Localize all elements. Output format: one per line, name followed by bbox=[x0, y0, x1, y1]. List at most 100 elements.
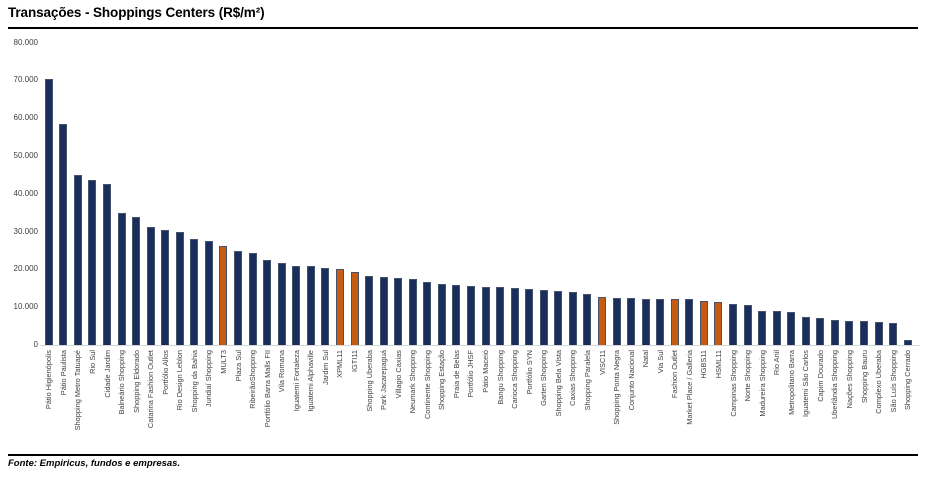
x-axis-label: Jardim Sul bbox=[320, 350, 330, 385]
bar bbox=[292, 265, 301, 345]
x-axis-label: Metropolitano Barra bbox=[786, 350, 796, 415]
bar bbox=[306, 266, 315, 345]
source-note: Fonte: Empiricus, fundos e empresas. bbox=[8, 458, 181, 469]
x-axis-label: Shopping Cerrado bbox=[903, 350, 913, 410]
bar-highlighted bbox=[350, 271, 359, 345]
x-axis-label: Park Jacarepaguá bbox=[379, 350, 389, 410]
x-axis-label: Shopping Uberaba bbox=[364, 350, 374, 412]
x-axis-label: Portfólio JHSF bbox=[466, 350, 476, 398]
bar bbox=[161, 230, 170, 345]
chart-title: Transações - Shoppings Centers (R$/m²) bbox=[8, 5, 265, 20]
bar bbox=[190, 239, 199, 345]
bar bbox=[481, 286, 490, 345]
y-axis-label: 10.000 bbox=[13, 302, 38, 312]
x-axis-label: Via Sul bbox=[655, 350, 665, 374]
bar bbox=[539, 289, 548, 345]
bar bbox=[408, 278, 417, 345]
x-axis-label: Rio Sul bbox=[87, 350, 97, 374]
x-axis-label: RibeirãoShopping bbox=[248, 350, 258, 409]
x-axis-label: Shopping da Bahia bbox=[189, 350, 199, 413]
bar bbox=[44, 78, 53, 345]
bar bbox=[758, 310, 767, 345]
x-axis-label: Norte Shopping bbox=[743, 350, 753, 402]
x-axis-label: HGBS11 bbox=[699, 350, 709, 379]
bar bbox=[59, 124, 68, 345]
x-axis-label: Caxias Shopping bbox=[568, 350, 578, 406]
x-axis-label: Shopping Ponta Negra bbox=[612, 350, 622, 425]
x-axis-label: Iguatemi Alphaville bbox=[306, 350, 316, 412]
x-axis-label: Shopping Eldorado bbox=[131, 350, 141, 413]
x-axis-label: Natal bbox=[641, 350, 651, 368]
x-axis-label: Vila Romana bbox=[277, 350, 287, 393]
bar bbox=[510, 287, 519, 345]
x-axis-label: Plaza Sul bbox=[233, 350, 243, 382]
bar bbox=[612, 297, 621, 345]
x-axis-label: Iguatemi São Carlos bbox=[801, 350, 811, 417]
bar bbox=[816, 318, 825, 345]
x-axis-label: Carioca Shopping bbox=[510, 350, 520, 409]
bar bbox=[729, 303, 738, 345]
y-axis-label: 70.000 bbox=[13, 75, 38, 85]
x-axis-label: Shopping Bauru bbox=[859, 350, 869, 404]
x-axis-label: Pátio Higienópolis bbox=[44, 350, 54, 410]
y-axis-label: 40.000 bbox=[13, 188, 38, 198]
bar bbox=[743, 305, 752, 345]
bar bbox=[277, 263, 286, 345]
bar bbox=[787, 312, 796, 345]
x-axis-label: Shopping Metro Tatuapé bbox=[73, 350, 83, 431]
bar-highlighted bbox=[670, 298, 679, 345]
bar bbox=[73, 174, 82, 345]
x-axis-label: Rio Design Leblon bbox=[175, 350, 185, 411]
bar bbox=[452, 284, 461, 345]
x-axis-label: Complexo Uberaba bbox=[874, 350, 884, 414]
x-axis-label: Portfólio Allos bbox=[160, 350, 170, 395]
x-axis-label: Shopping Estação bbox=[437, 350, 447, 410]
y-axis-label: 20.000 bbox=[13, 264, 38, 274]
x-axis-label: Shopping Bela Vista bbox=[553, 350, 563, 417]
x-axis-label: Continente Shopping bbox=[422, 350, 432, 420]
x-axis-label: Pátio Maceió bbox=[481, 350, 491, 393]
title-divider bbox=[8, 27, 918, 29]
y-axis-label: 80.000 bbox=[13, 37, 38, 47]
bar bbox=[889, 323, 898, 345]
bar bbox=[568, 292, 577, 345]
bar bbox=[860, 321, 869, 345]
bar bbox=[248, 252, 257, 345]
x-axis-label: Bangu Shopping bbox=[495, 350, 505, 405]
bar bbox=[554, 291, 563, 345]
footer-divider bbox=[8, 454, 918, 456]
bar bbox=[641, 298, 650, 345]
x-axis-label: IGTI11 bbox=[350, 350, 360, 373]
bar-highlighted bbox=[699, 301, 708, 345]
x-axis-label: Iguatemi Fortaleza bbox=[291, 350, 301, 412]
x-axis-label: Portfólio Barra Malls FII bbox=[262, 350, 272, 428]
bar-highlighted bbox=[219, 245, 228, 345]
bar bbox=[394, 278, 403, 345]
x-axis-label: XPML11 bbox=[335, 350, 345, 378]
x-axis-label: São Luís Shopping bbox=[888, 350, 898, 413]
bar bbox=[132, 217, 141, 345]
x-axis-label: Uberlândia Shopping bbox=[830, 350, 840, 420]
bar bbox=[496, 287, 505, 345]
bar bbox=[175, 232, 184, 345]
bar bbox=[379, 277, 388, 345]
bar-highlighted bbox=[598, 297, 606, 345]
bar bbox=[466, 286, 475, 345]
x-axis-label: Market Place / Galleria bbox=[684, 350, 694, 425]
bar bbox=[903, 340, 912, 345]
x-axis-label: Rio Anil bbox=[772, 350, 782, 376]
x-axis-label: VISC11 bbox=[597, 350, 607, 375]
bar bbox=[103, 184, 112, 345]
x-axis-label: Balneário Shopping bbox=[117, 350, 127, 415]
x-axis-label: Villagio Caxias bbox=[393, 350, 403, 399]
bar bbox=[88, 179, 97, 345]
bar bbox=[845, 320, 854, 345]
x-axis-label: Campinas Shopping bbox=[728, 350, 738, 417]
bar bbox=[146, 226, 155, 345]
x-axis-label: Capim Dourado bbox=[815, 350, 825, 402]
bar bbox=[685, 299, 694, 345]
x-axis-label: Conjunto Nacional bbox=[626, 350, 636, 411]
bar-highlighted bbox=[714, 301, 723, 345]
x-axis-label: Madureira Shopping bbox=[757, 350, 767, 417]
